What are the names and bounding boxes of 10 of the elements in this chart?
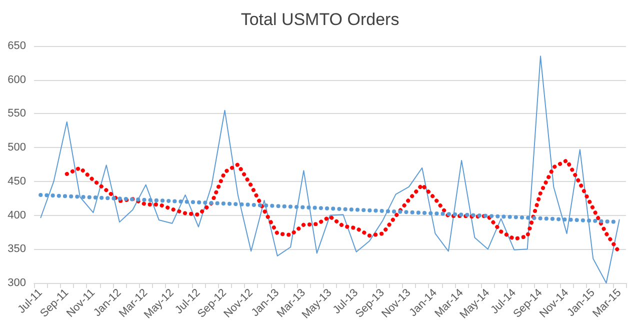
y-tick-label: 600 [8,74,26,86]
y-tick-label: 400 [8,209,26,222]
chart-title: Total USMTO Orders [240,10,400,29]
y-tick-label: 650 [8,40,26,52]
y-tick-label: 350 [8,243,26,256]
y-tick-label: 550 [8,108,26,120]
y-tick-label: 500 [8,142,26,154]
y-tick-label: 300 [8,277,26,289]
line-series [40,56,620,284]
y-tick-label: 450 [8,175,26,188]
